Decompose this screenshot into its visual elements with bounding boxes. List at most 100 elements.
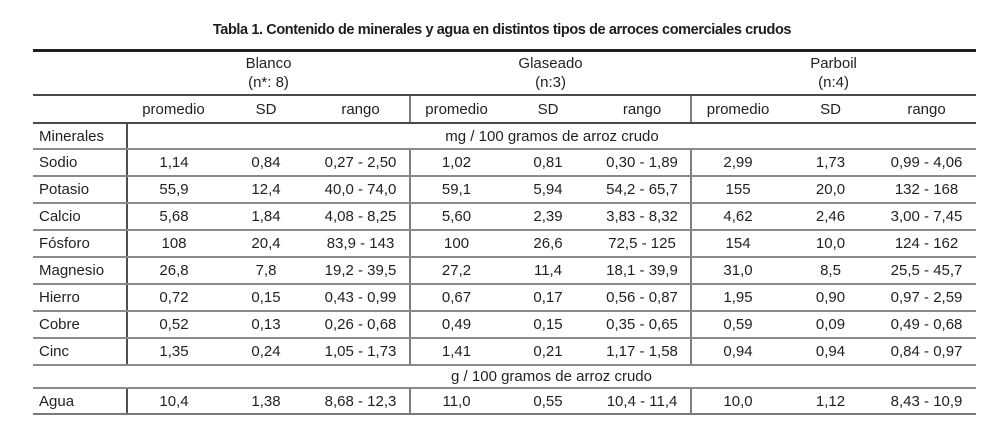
- col-header-rango: rango: [312, 95, 411, 124]
- value-cell: 0,99 - 4,06: [877, 149, 977, 177]
- value-cell: 0,15: [502, 311, 595, 339]
- group-name: Glaseado: [518, 55, 583, 72]
- value-cell: 27,2: [409, 257, 503, 285]
- value-cell: 1,95: [690, 284, 785, 312]
- value-cell: 59,1: [409, 176, 503, 204]
- col-header-promedio: promedio: [409, 95, 503, 124]
- value-cell: 26,6: [502, 230, 595, 258]
- value-cell: 0,81: [502, 149, 595, 177]
- value-cell: 0,24: [220, 338, 312, 366]
- section-label-minerales: Minerales: [33, 123, 128, 150]
- value-cell: 12,4: [220, 176, 312, 204]
- value-cell: 18,1 - 39,9: [594, 257, 692, 285]
- row-label: Cinc: [33, 338, 128, 366]
- table-row-hierro: Hierro 0,72 0,15 0,43 - 0,99 0,67 0,17 0,56 - …: [33, 284, 977, 312]
- value-cell: 20,0: [784, 176, 878, 204]
- value-cell: 4,62: [690, 203, 785, 231]
- value-cell: 5,94: [502, 176, 595, 204]
- corner-cell: [33, 49, 127, 96]
- value-cell: 3,00 - 7,45: [877, 203, 977, 231]
- value-cell: 0,17: [502, 284, 595, 312]
- value-cell: 0,13: [220, 311, 312, 339]
- water-unit-label: g / 100 gramos de arroz crudo: [33, 365, 977, 389]
- value-cell: 72,5 - 125: [594, 230, 692, 258]
- value-cell: 0,35 - 0,65: [594, 311, 692, 339]
- value-cell: 132 - 168: [877, 176, 977, 204]
- col-header-promedio: promedio: [127, 95, 220, 124]
- col-header-promedio: promedio: [690, 95, 785, 124]
- value-cell: 1,17 - 1,58: [594, 338, 692, 366]
- value-cell: 0,52: [127, 311, 220, 339]
- value-cell: 5,68: [127, 203, 220, 231]
- mineral-rows: Sodio 1,14 0,84 0,27 - 2,50 1,02 0,81 0,30 - 1…: [33, 149, 977, 366]
- value-cell: 20,4: [220, 230, 312, 258]
- value-cell: 0,49 - 0,68: [877, 311, 977, 339]
- value-cell: 10,0: [690, 388, 785, 415]
- value-cell: 10,4 - 11,4: [594, 388, 692, 415]
- table-row-cinc: Cinc 1,35 0,24 1,05 - 1,73 1,41 0,21 1,17 - 1,…: [33, 338, 977, 366]
- value-cell: 108: [127, 230, 220, 258]
- value-cell: 7,8: [220, 257, 312, 285]
- value-cell: 4,08 - 8,25: [312, 203, 411, 231]
- row-label: Cobre: [33, 311, 128, 339]
- value-cell: 0,26 - 0,68: [312, 311, 411, 339]
- value-cell: 1,02: [409, 149, 503, 177]
- value-cell: 0,67: [409, 284, 503, 312]
- value-cell: 1,41: [409, 338, 503, 366]
- water-section-row: g / 100 gramos de arroz crudo: [33, 365, 977, 389]
- value-cell: 0,97 - 2,59: [877, 284, 977, 312]
- table-row-sodio: Sodio 1,14 0,84 0,27 - 2,50 1,02 0,81 0,30 - 1…: [33, 149, 977, 177]
- value-cell: 40,0 - 74,0: [312, 176, 411, 204]
- value-cell: 2,39: [502, 203, 595, 231]
- row-label: Hierro: [33, 284, 128, 312]
- value-cell: 0,55: [502, 388, 595, 415]
- value-cell: 0,30 - 1,89: [594, 149, 692, 177]
- value-cell: 155: [690, 176, 785, 204]
- group-header-row: Blanco (n*: 8) Glaseado (n:3) Parboil (n…: [33, 49, 977, 96]
- value-cell: 0,59: [690, 311, 785, 339]
- value-cell: 55,9: [127, 176, 220, 204]
- value-cell: 0,27 - 2,50: [312, 149, 411, 177]
- col-header-sd: SD: [502, 95, 595, 124]
- value-cell: 31,0: [690, 257, 785, 285]
- value-cell: 100: [409, 230, 503, 258]
- table-row-magnesio: Magnesio 26,8 7,8 19,2 - 39,5 27,2 11,4 18,1 -…: [33, 257, 977, 285]
- minerals-water-table: Blanco (n*: 8) Glaseado (n:3) Parboil (n…: [33, 49, 977, 415]
- value-cell: 124 - 162: [877, 230, 977, 258]
- group-header-glaseado: Glaseado (n:3): [410, 49, 692, 96]
- col-header-rango: rango: [594, 95, 692, 124]
- value-cell: 1,73: [784, 149, 878, 177]
- value-cell: 2,99: [690, 149, 785, 177]
- row-label: Potasio: [33, 176, 128, 204]
- col-header-rango: rango: [877, 95, 977, 124]
- value-cell: 8,43 - 10,9: [877, 388, 977, 415]
- value-cell: 1,84: [220, 203, 312, 231]
- value-cell: 0,72: [127, 284, 220, 312]
- value-cell: 10,0: [784, 230, 878, 258]
- value-cell: 1,14: [127, 149, 220, 177]
- value-cell: 0,90: [784, 284, 878, 312]
- subheader-empty-cell: [33, 95, 127, 124]
- row-label: Magnesio: [33, 257, 128, 285]
- group-name: Blanco: [245, 55, 292, 72]
- value-cell: 3,83 - 8,32: [594, 203, 692, 231]
- subheader-row: promedio SD rango promedio SD rango prom…: [33, 95, 977, 124]
- value-cell: 5,60: [409, 203, 503, 231]
- col-header-sd: SD: [784, 95, 878, 124]
- value-cell: 0,21: [502, 338, 595, 366]
- value-cell: 0,84: [220, 149, 312, 177]
- value-cell: 0,94: [690, 338, 785, 366]
- value-cell: 2,46: [784, 203, 878, 231]
- value-cell: 0,49: [409, 311, 503, 339]
- value-cell: 83,9 - 143: [312, 230, 411, 258]
- value-cell: 0,15: [220, 284, 312, 312]
- group-n: (n:4): [818, 74, 849, 91]
- value-cell: 1,35: [127, 338, 220, 366]
- value-cell: 25,5 - 45,7: [877, 257, 977, 285]
- table-row-cobre: Cobre 0,52 0,13 0,26 - 0,68 0,49 0,15 0,35 - 0…: [33, 311, 977, 339]
- group-header-blanco: Blanco (n*: 8): [127, 49, 411, 96]
- value-cell: 19,2 - 39,5: [312, 257, 411, 285]
- value-cell: 0,94: [784, 338, 878, 366]
- table-row-calcio: Calcio 5,68 1,84 4,08 - 8,25 5,60 2,39 3,83 - …: [33, 203, 977, 231]
- value-cell: 0,09: [784, 311, 878, 339]
